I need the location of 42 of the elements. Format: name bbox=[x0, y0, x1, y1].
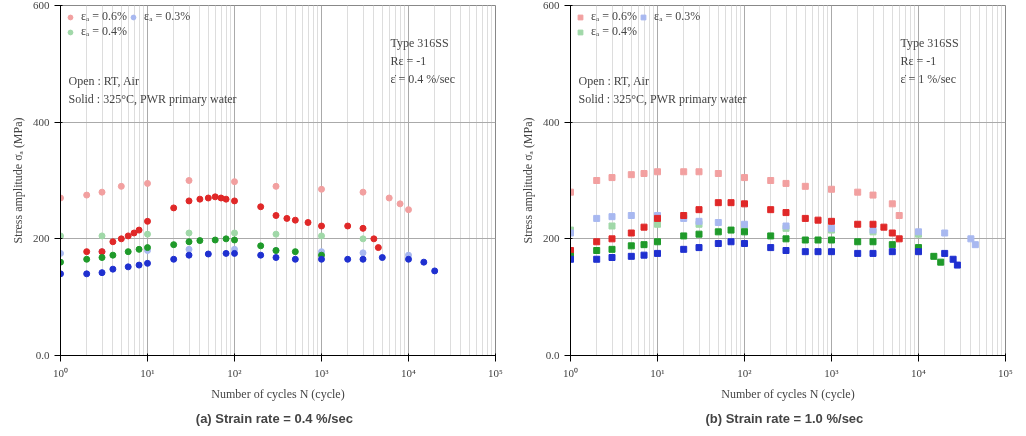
annotation: Type 316SS bbox=[900, 35, 959, 50]
x-axis-title: Number of cycles N (cycle) bbox=[721, 386, 855, 401]
x-tick-label: 10⁴ bbox=[911, 366, 927, 379]
legend-label: εₐ = 0.6% bbox=[81, 9, 128, 24]
text: (a) Strain rate = 0.4 %/sec bbox=[195, 410, 353, 426]
x-tick-label: 10² bbox=[227, 366, 243, 379]
x-tick-label: 10⁰ bbox=[563, 366, 578, 379]
y-tick-label: 400 bbox=[543, 115, 560, 128]
x-tick-label: 10⁵ bbox=[488, 366, 504, 379]
annotation: Solid : 325°C, PWR primary water bbox=[68, 91, 237, 106]
y-tick-label: 400 bbox=[33, 115, 50, 128]
annotation: Open : RT, Air bbox=[68, 73, 139, 88]
x-tick-label: 10⁵ bbox=[998, 366, 1014, 379]
legend-label: εₐ = 0.6% bbox=[591, 9, 638, 24]
y-tick-label: 0.0 bbox=[35, 349, 50, 361]
x-tick-label: 10³ bbox=[314, 366, 330, 379]
y-tick-label: 600 bbox=[33, 0, 50, 11]
annotation: Solid : 325°C, PWR primary water bbox=[578, 91, 747, 106]
annotation: Open : RT, Air bbox=[578, 73, 649, 88]
legend-label: εₐ = 0.3% bbox=[654, 9, 701, 24]
x-tick-label: 10⁴ bbox=[401, 366, 417, 379]
annotation: ε̇ = 0.4 %/sec bbox=[390, 71, 455, 86]
x-tick-label: 10¹ bbox=[140, 366, 155, 379]
x-tick-label: 10⁰ bbox=[53, 366, 68, 379]
x-tick-label: 10³ bbox=[824, 366, 840, 379]
legend-label: εₐ = 0.4% bbox=[591, 24, 638, 39]
annotation: ε̇ = 1 %/sec bbox=[900, 71, 956, 86]
annotation: Rε = -1 bbox=[390, 53, 427, 68]
annotation: Type 316SS bbox=[390, 35, 449, 50]
y-tick-label: 0.0 bbox=[545, 349, 560, 361]
y-tick-label: 200 bbox=[33, 232, 50, 245]
legend-label: εₐ = 0.4% bbox=[81, 24, 128, 39]
text: (b) Strain rate = 1.0 %/sec bbox=[705, 410, 864, 426]
y-axis-title: Stress amplitude σₐ (MPa) bbox=[521, 117, 535, 244]
y-tick-label: 600 bbox=[543, 0, 560, 11]
x-tick-label: 10¹ bbox=[650, 366, 665, 379]
y-tick-label: 200 bbox=[543, 232, 560, 245]
x-tick-label: 10² bbox=[737, 366, 753, 379]
legend-label: εₐ = 0.3% bbox=[144, 9, 191, 24]
annotation: Rε = -1 bbox=[900, 53, 937, 68]
y-axis-title: Stress amplitude σₐ (MPa) bbox=[11, 117, 25, 244]
x-axis-title: Number of cycles N (cycle) bbox=[211, 386, 345, 401]
